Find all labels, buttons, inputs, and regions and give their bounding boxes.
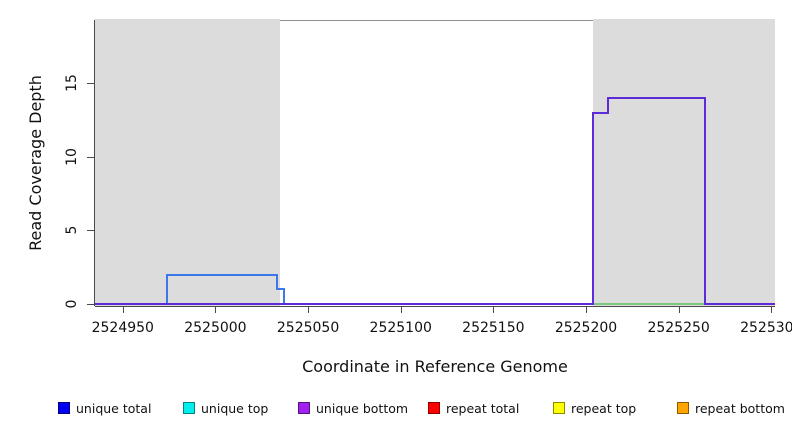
x-axis-tick	[400, 307, 402, 313]
y-axis-line	[94, 20, 95, 306]
series-line-unique-bottom	[593, 111, 609, 114]
x-axis-tick	[586, 307, 587, 313]
series-line-unique-total	[166, 273, 169, 305]
x-axis-tick-label: 2525000	[184, 320, 247, 336]
series-line-unique-total	[282, 288, 285, 305]
legend-swatch-icon	[58, 402, 70, 414]
series-line-unique-total	[275, 273, 278, 291]
series-line-unlabeled-green-segment	[593, 303, 705, 305]
legend-swatch-icon	[553, 402, 565, 414]
legend-swatch-icon	[183, 402, 195, 414]
shaded-region-left	[95, 19, 281, 306]
y-axis-tick-label: 10	[64, 147, 80, 166]
legend-label: unique top	[201, 401, 269, 416]
y-axis-tick-label: 15	[64, 74, 80, 93]
x-axis-tick-label: 2525100	[369, 320, 432, 336]
legend-label: repeat top	[571, 401, 637, 416]
x-axis-title: Coordinate in Reference Genome	[302, 357, 568, 376]
series-line-unique-total	[276, 288, 284, 291]
x-axis-tick-label: 2525200	[554, 320, 618, 336]
legend-swatch-icon	[428, 402, 440, 414]
y-axis-tick	[87, 156, 94, 158]
legend-label: unique bottom	[316, 401, 409, 416]
y-axis-tick	[87, 230, 94, 232]
x-axis-tick	[215, 307, 217, 313]
x-axis-tick	[771, 307, 773, 313]
x-axis-tick-label: 2525050	[276, 320, 340, 336]
x-axis-tick-label: 2525250	[647, 320, 710, 336]
x-axis-tick-label: 2524950	[91, 320, 154, 336]
series-line-unique-bottom	[95, 303, 594, 305]
series-line-unique-bottom	[608, 96, 705, 99]
x-axis-tick-label: 2525150	[462, 320, 525, 336]
legend-label: unique total	[76, 401, 152, 416]
x-axis-tick	[678, 307, 680, 313]
series-line-unique-bottom	[703, 96, 706, 305]
legend-swatch-icon	[298, 402, 310, 414]
plot-box-top-border	[95, 20, 775, 21]
y-axis-tick	[87, 83, 94, 85]
series-line-unique-bottom	[592, 111, 595, 305]
series-line-unique-bottom	[607, 96, 610, 114]
x-axis-tick	[308, 307, 310, 313]
series-line-unique-total	[167, 273, 277, 276]
shaded-region-right	[593, 19, 775, 306]
y-axis-tick-label: 5	[64, 225, 80, 235]
x-axis-tick	[122, 307, 124, 313]
legend-swatch-icon	[677, 402, 689, 414]
y-axis-tick	[87, 304, 94, 305]
y-axis-tick-label: 0	[64, 299, 80, 309]
series-line-unique-bottom	[704, 303, 775, 305]
legend: unique total unique top unique bottom repea…	[0, 398, 792, 424]
x-axis-line	[95, 306, 775, 307]
x-axis-tick	[493, 307, 495, 313]
legend-label: repeat bottom	[695, 401, 785, 416]
legend-label: repeat total	[446, 401, 520, 416]
